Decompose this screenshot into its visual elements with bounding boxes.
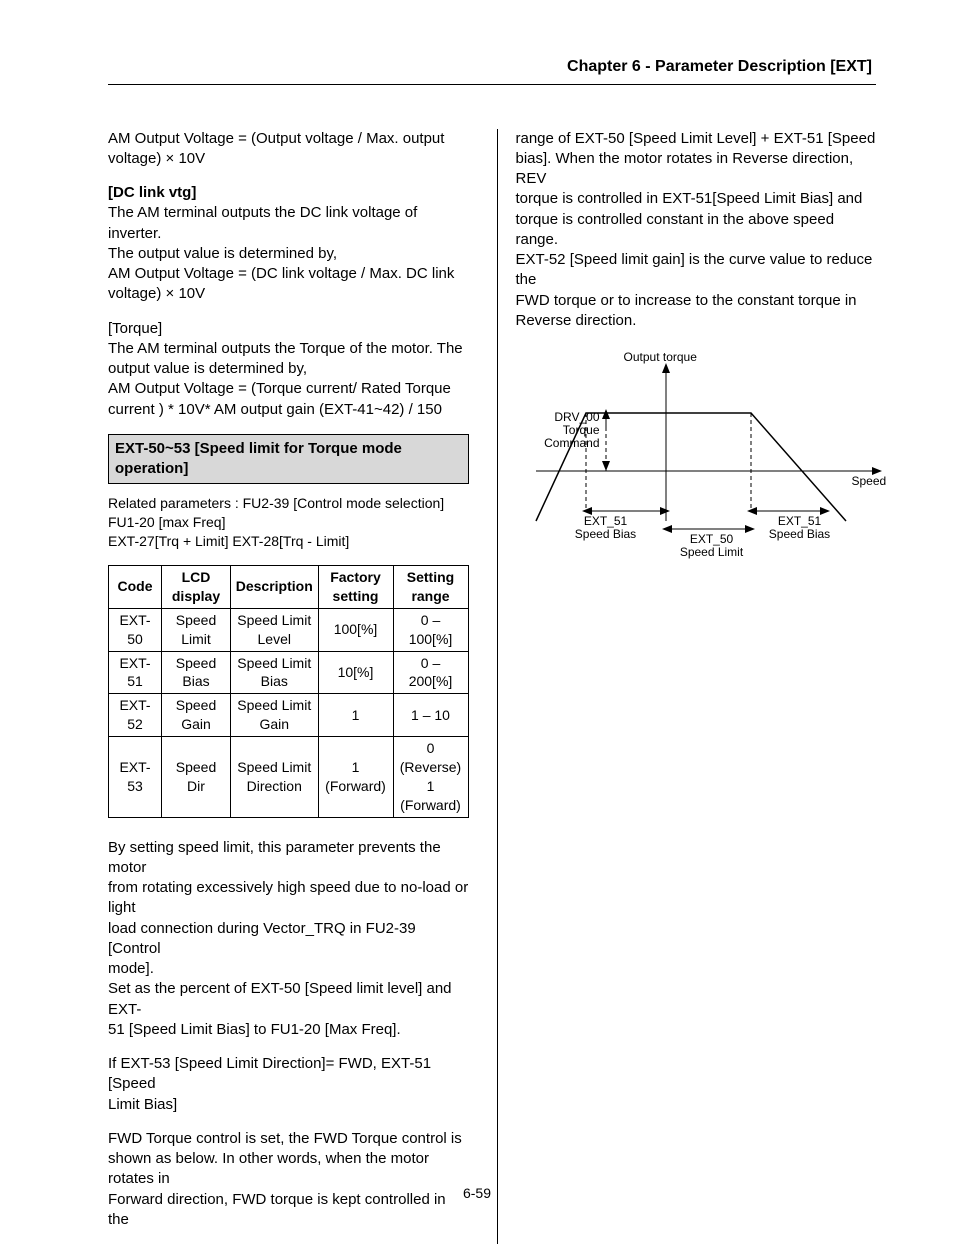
torque-para: [Torque] The AM terminal outputs the Tor…: [108, 319, 469, 420]
right-column: range of EXT-50 [Speed Limit Level] + EX…: [497, 129, 877, 1244]
page-header: Chapter 6 - Parameter Description [EXT]: [108, 56, 876, 78]
table-header-row: Code LCD display Description Factory set…: [109, 566, 469, 609]
text-line: FU1-20 [max Freq]: [108, 514, 225, 530]
text-line: If EXT-53 [Speed Limit Direction]= FWD, …: [108, 1055, 431, 1092]
text-line: range of EXT-50 [Speed Limit Level] + EX…: [516, 130, 876, 147]
cell: Speed Gain: [162, 694, 231, 737]
text-line: AM Output Voltage = (DC link voltage / M…: [108, 265, 454, 282]
dc-link-para: [DC link vtg] The AM terminal outputs th…: [108, 183, 469, 305]
th-range: Setting range: [393, 566, 468, 609]
text-line: Related parameters : FU2-39 [Control mod…: [108, 495, 444, 511]
bias-r2: Speed Bias: [769, 527, 830, 541]
cell: 1: [318, 694, 393, 737]
cell: Speed Dir: [162, 737, 231, 818]
bias-l2: Speed Bias: [575, 527, 636, 541]
text-line: mode].: [108, 960, 154, 977]
text-line: from rotating excessively high speed due…: [108, 879, 468, 916]
text-line: current ) * 10V* AM output gain (EXT-41~…: [108, 401, 442, 418]
th-factory: Factory setting: [318, 566, 393, 609]
text-line: output value is determined by,: [108, 360, 307, 377]
cell: 10[%]: [318, 651, 393, 694]
text-line: FWD torque or to increase to the constan…: [516, 292, 857, 309]
cell: Speed Limit Direction: [231, 737, 319, 818]
text-line: shown as below. In other words, when the…: [108, 1150, 429, 1187]
cell: Speed Limit Bias: [231, 651, 319, 694]
related-params: Related parameters : FU2-39 [Control mod…: [108, 494, 469, 551]
body-para-2: If EXT-53 [Speed Limit Direction]= FWD, …: [108, 1054, 469, 1115]
torque-speed-diagram: Output torque DRV_00 Torque Command Spee…: [516, 351, 896, 581]
body-para-3: FWD Torque control is set, the FWD Torqu…: [108, 1129, 469, 1230]
cell: EXT-51: [109, 651, 162, 694]
text-line: load connection during Vector_TRQ in FU2…: [108, 920, 416, 957]
parameter-table: Code LCD display Description Factory set…: [108, 565, 469, 818]
body-para-1: By setting speed limit, this parameter p…: [108, 838, 469, 1041]
torque-heading: [Torque]: [108, 320, 162, 337]
cell: EXT-50: [109, 608, 162, 651]
drv-label-2: Torque: [563, 423, 600, 437]
bias-r1: EXT_51: [778, 514, 821, 528]
text-line: Set as the percent of EXT-50 [Speed limi…: [108, 980, 452, 1017]
text-line: The output value is determined by,: [108, 245, 337, 262]
chapter-title: Chapter 6 - Parameter Description [EXT]: [567, 58, 872, 75]
text-line: AM Output Voltage = (Output voltage / Ma…: [108, 130, 444, 147]
table-row: EXT-52 Speed Gain Speed Limit Gain 1 1 –…: [109, 694, 469, 737]
text-line: By setting speed limit, this parameter p…: [108, 839, 441, 876]
cell: 1 (Forward): [318, 737, 393, 818]
cell: Speed Limit: [162, 608, 231, 651]
page-number: 6-59: [463, 1185, 491, 1201]
right-para: range of EXT-50 [Speed Limit Level] + EX…: [516, 129, 877, 332]
cell: 1 – 10: [393, 694, 468, 737]
dc-link-heading: [DC link vtg]: [108, 184, 196, 201]
table-row: EXT-51 Speed Bias Speed Limit Bias 10[%]…: [109, 651, 469, 694]
table-row: EXT-50 Speed Limit Speed Limit Level 100…: [109, 608, 469, 651]
cell: 100[%]: [318, 608, 393, 651]
text-line: Limit Bias]: [108, 1096, 177, 1113]
cell: Speed Limit Level: [231, 608, 319, 651]
text-line: EXT-52 [Speed limit gain] is the curve v…: [516, 251, 873, 288]
header-divider: [108, 84, 876, 85]
page: Chapter 6 - Parameter Description [EXT] …: [0, 0, 954, 1235]
text-line: FWD Torque control is set, the FWD Torqu…: [108, 1130, 462, 1147]
th-desc: Description: [231, 566, 319, 609]
text-line: voltage) × 10V: [108, 150, 205, 167]
cell: 0 – 100[%]: [393, 608, 468, 651]
table-row: EXT-53 Speed Dir Speed Limit Direction 1…: [109, 737, 469, 818]
section-title: EXT-50~53 [Speed limit for Torque mode o…: [115, 440, 402, 477]
bias-l1: EXT_51: [584, 514, 627, 528]
cell: EXT-53: [109, 737, 162, 818]
cell: Speed Bias: [162, 651, 231, 694]
text-line: torque is controlled in EXT-51[Speed Lim…: [516, 190, 863, 207]
text-line: EXT-27[Trq + Limit] EXT-28[Trq - Limit]: [108, 533, 349, 549]
text-line: The AM terminal outputs the DC link volt…: [108, 204, 417, 241]
cell: 0 – 200[%]: [393, 651, 468, 694]
diagram-speed-label: Speed: [852, 475, 887, 488]
text-line: AM Output Voltage = (Torque current/ Rat…: [108, 380, 451, 397]
text-line: torque is controlled constant in the abo…: [516, 211, 835, 248]
limit-l1: EXT_50: [690, 532, 733, 546]
th-code: Code: [109, 566, 162, 609]
drv-label-3: Command: [544, 436, 599, 450]
am-output-voltage-para: AM Output Voltage = (Output voltage / Ma…: [108, 129, 469, 170]
cell: EXT-52: [109, 694, 162, 737]
page-footer: 6-59: [0, 1184, 954, 1203]
cell: Speed Limit Gain: [231, 694, 319, 737]
text-line: voltage) × 10V: [108, 285, 205, 302]
drv-label-1: DRV_00: [554, 410, 599, 424]
diagram-title: Output torque: [624, 351, 697, 364]
content-columns: AM Output Voltage = (Output voltage / Ma…: [108, 129, 876, 1244]
cell: 0 (Reverse) 1 (Forward): [393, 737, 468, 818]
text-line: Reverse direction.: [516, 312, 637, 329]
text-line: bias]. When the motor rotates in Reverse…: [516, 150, 854, 187]
left-column: AM Output Voltage = (Output voltage / Ma…: [108, 129, 469, 1244]
limit-l2: Speed Limit: [680, 545, 743, 559]
section-heading-box: EXT-50~53 [Speed limit for Torque mode o…: [108, 434, 469, 485]
th-lcd: LCD display: [162, 566, 231, 609]
text-line: The AM terminal outputs the Torque of th…: [108, 340, 463, 357]
text-line: 51 [Speed Limit Bias] to FU1-20 [Max Fre…: [108, 1021, 401, 1038]
